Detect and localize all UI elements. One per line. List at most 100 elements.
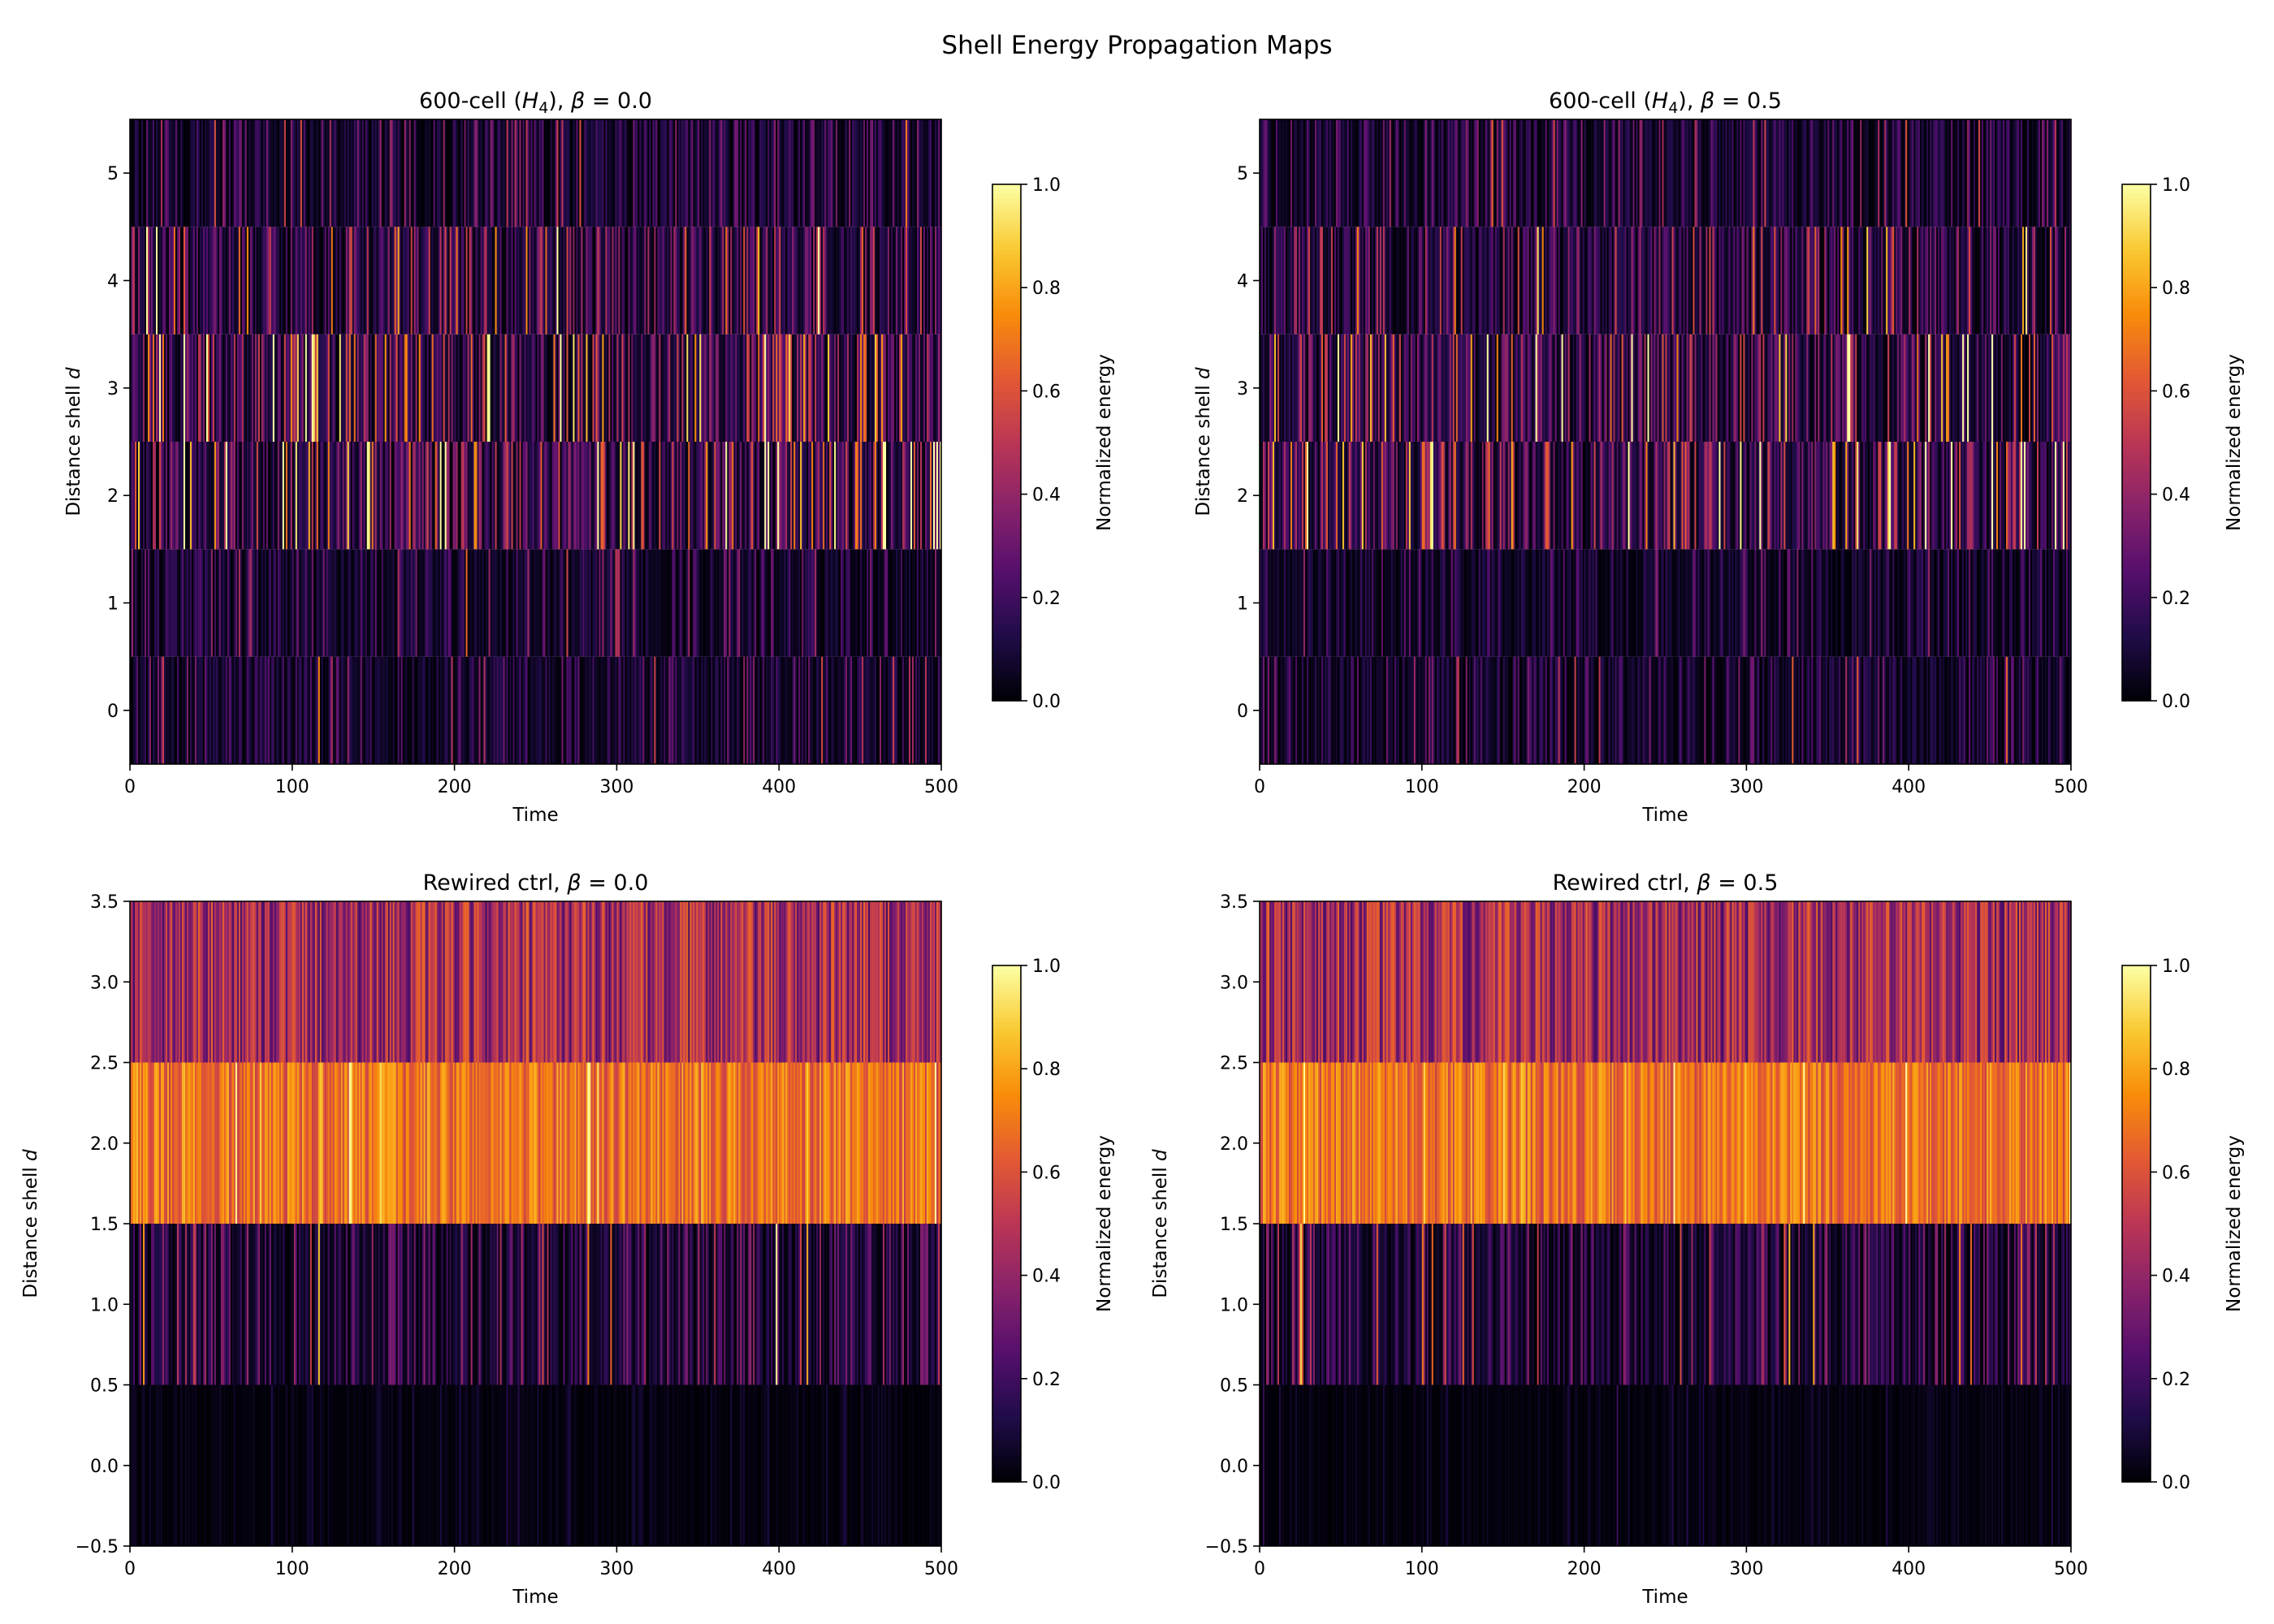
heatmap-cell (496, 119, 499, 227)
heatmap-cell (790, 442, 793, 550)
heatmap-cell (485, 227, 488, 335)
heatmap-cell (870, 549, 872, 657)
heatmap-cell (269, 442, 272, 550)
colorbar-segment (992, 658, 1021, 663)
heatmap-cell (865, 334, 867, 442)
heatmap-cell (480, 334, 483, 442)
heatmap-cell (456, 227, 459, 335)
heatmap-cell (274, 334, 277, 442)
heatmap-cell (202, 119, 205, 227)
heatmap-cell (166, 442, 170, 550)
heatmap-cell (251, 549, 254, 657)
heatmap-cell (205, 656, 209, 764)
heatmap-cell (158, 442, 162, 550)
heatmap-cell (389, 549, 392, 657)
heatmap-cell (144, 334, 147, 442)
heatmap-cell (308, 334, 311, 442)
heatmap-cell (649, 656, 651, 764)
heatmap-cell (802, 227, 804, 335)
heatmap-cell (631, 549, 633, 657)
heatmap-cell (420, 442, 423, 550)
x-tick-label: 400 (762, 777, 796, 797)
heatmap-cell (514, 442, 517, 550)
heatmap-cell (730, 119, 733, 227)
heatmap-cell (880, 549, 882, 657)
heatmap-cell (287, 119, 290, 227)
heatmap-cell (231, 334, 235, 442)
heatmap-cell (425, 334, 428, 442)
heatmap-cell (366, 549, 370, 657)
heatmap-cell (636, 442, 638, 550)
heatmap-cell (316, 656, 319, 764)
heatmap-cell (808, 334, 811, 442)
heatmap-cell (569, 442, 573, 550)
heatmap-cell (703, 549, 705, 657)
heatmap-cell (426, 656, 430, 764)
heatmap-cell (256, 334, 259, 442)
heatmap-cell (857, 549, 859, 657)
heatmap-cell (711, 656, 713, 764)
heatmap-cell (764, 119, 767, 227)
heatmap-cell (746, 334, 749, 442)
heatmap-cell (685, 656, 687, 764)
heatmap-cell (715, 334, 718, 442)
heatmap-cell (819, 656, 822, 764)
heatmap-cell (186, 119, 189, 227)
heatmap-cell (888, 227, 890, 335)
heatmap-cell (868, 549, 871, 657)
heatmap-cell (368, 334, 371, 442)
heatmap-cell (777, 656, 780, 764)
heatmap-cell (621, 119, 624, 227)
heatmap-cell (595, 549, 599, 657)
heatmap-cell (542, 334, 545, 442)
heatmap-cell (599, 549, 602, 657)
heatmap-cell (727, 227, 729, 335)
heatmap-cell (772, 549, 775, 657)
heatmap-cell (144, 119, 147, 227)
heatmap-cell (514, 334, 517, 442)
heatmap-cell (797, 549, 799, 657)
heatmap-cell (777, 442, 780, 550)
colorbar-tick-label: 0.2 (1032, 589, 1061, 609)
heatmap-cell (305, 227, 308, 335)
heatmap-cell (758, 119, 760, 227)
heatmap-cell (620, 119, 622, 227)
heatmap-cell (751, 656, 754, 764)
heatmap-cell (793, 442, 796, 550)
heatmap-cell (355, 549, 358, 657)
heatmap-cell (147, 119, 150, 227)
heatmap-cell (629, 227, 632, 335)
heatmap-cell (204, 549, 207, 657)
heatmap-cell (165, 656, 168, 764)
heatmap-cell (381, 334, 384, 442)
heatmap-cell (659, 549, 661, 657)
heatmap-cell (516, 334, 519, 442)
heatmap-cell (634, 227, 637, 335)
heatmap-cell (607, 227, 610, 335)
heatmap-cell (212, 442, 215, 550)
heatmap-cell (884, 656, 887, 764)
heatmap-cell (836, 656, 838, 764)
heatmap-cell (130, 119, 132, 227)
heatmap-cell (576, 227, 579, 335)
heatmap-cell (460, 442, 464, 550)
heatmap-cell (728, 119, 731, 227)
heatmap-cell (1309, 656, 1312, 764)
heatmap-cell (225, 227, 228, 335)
heatmap-cell (201, 227, 204, 335)
heatmap-cell (754, 549, 757, 657)
heatmap-cell (352, 334, 355, 442)
heatmap-cell (254, 334, 257, 442)
colorbar-segment (992, 369, 1021, 374)
heatmap-cell (538, 119, 542, 227)
heatmap-cell (350, 549, 353, 657)
heatmap-cell (774, 119, 776, 227)
heatmap-cell (407, 442, 410, 550)
heatmap-cell (287, 227, 290, 335)
heatmap-cell (842, 656, 845, 764)
heatmap-cell (499, 656, 503, 764)
heatmap-cell (561, 119, 564, 227)
colorbar-segment (992, 537, 1021, 542)
heatmap-cell (715, 549, 718, 657)
heatmap-cell (920, 549, 923, 657)
